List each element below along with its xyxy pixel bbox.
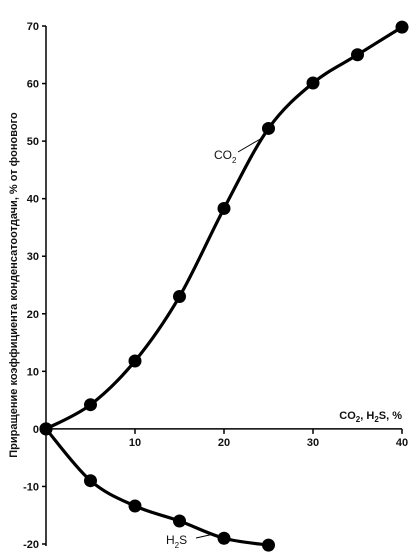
series-label-co2-text: CO2 [214,148,237,165]
y-ticks: -20 -10 0 10 20 30 40 50 60 70 [23,21,46,551]
y-tick-label: 70 [27,21,39,33]
x-tick-label: 10 [129,437,141,449]
series-group [39,20,409,552]
data-point-h2s [128,499,142,513]
y-tick-label: 60 [27,79,39,91]
series-label-co2-leader [237,137,263,153]
data-point-h2s [39,422,53,436]
y-tick-label: 20 [27,309,39,321]
data-point-co2 [217,201,231,215]
y-tick-label: 30 [27,251,39,263]
series-line-h2s [44,427,271,547]
data-point-h2s [173,514,186,528]
y-tick-label: 10 [27,366,39,378]
series-label-co2: CO2 [214,137,263,165]
x-tick-label: 20 [218,437,230,449]
series-co2 [39,20,409,436]
series-label-h2s-text: H2S [166,533,187,550]
y-tick-label: -10 [23,481,39,493]
y-tick-label: 50 [27,136,39,148]
x-ticks: 10 20 30 40 [129,428,408,449]
data-point-h2s [84,474,97,488]
data-point-h2s [262,538,275,552]
data-point-co2 [351,48,364,62]
data-point-h2s [217,531,231,545]
series-label-h2s: H2S [166,533,215,550]
y-tick-label: 0 [33,424,39,436]
data-point-co2 [395,20,409,34]
data-point-co2 [84,398,97,412]
series-h2s [39,422,275,552]
axes [45,26,402,546]
x-axis-title: CO2, H2S, % [339,410,402,424]
series-label-h2s-leader [195,533,215,539]
y-tick-label: 40 [27,194,39,206]
x-tick-label: 40 [396,437,408,449]
series-line-co2 [44,25,404,431]
data-point-co2 [306,76,320,90]
y-axis-title: Приращение коэффициента конденсатоотдачи… [8,112,20,458]
data-point-co2 [173,290,186,304]
y-tick-label: -20 [23,539,39,551]
data-point-co2 [128,354,142,368]
data-point-co2 [262,121,275,135]
x-tick-label: 30 [307,437,319,449]
